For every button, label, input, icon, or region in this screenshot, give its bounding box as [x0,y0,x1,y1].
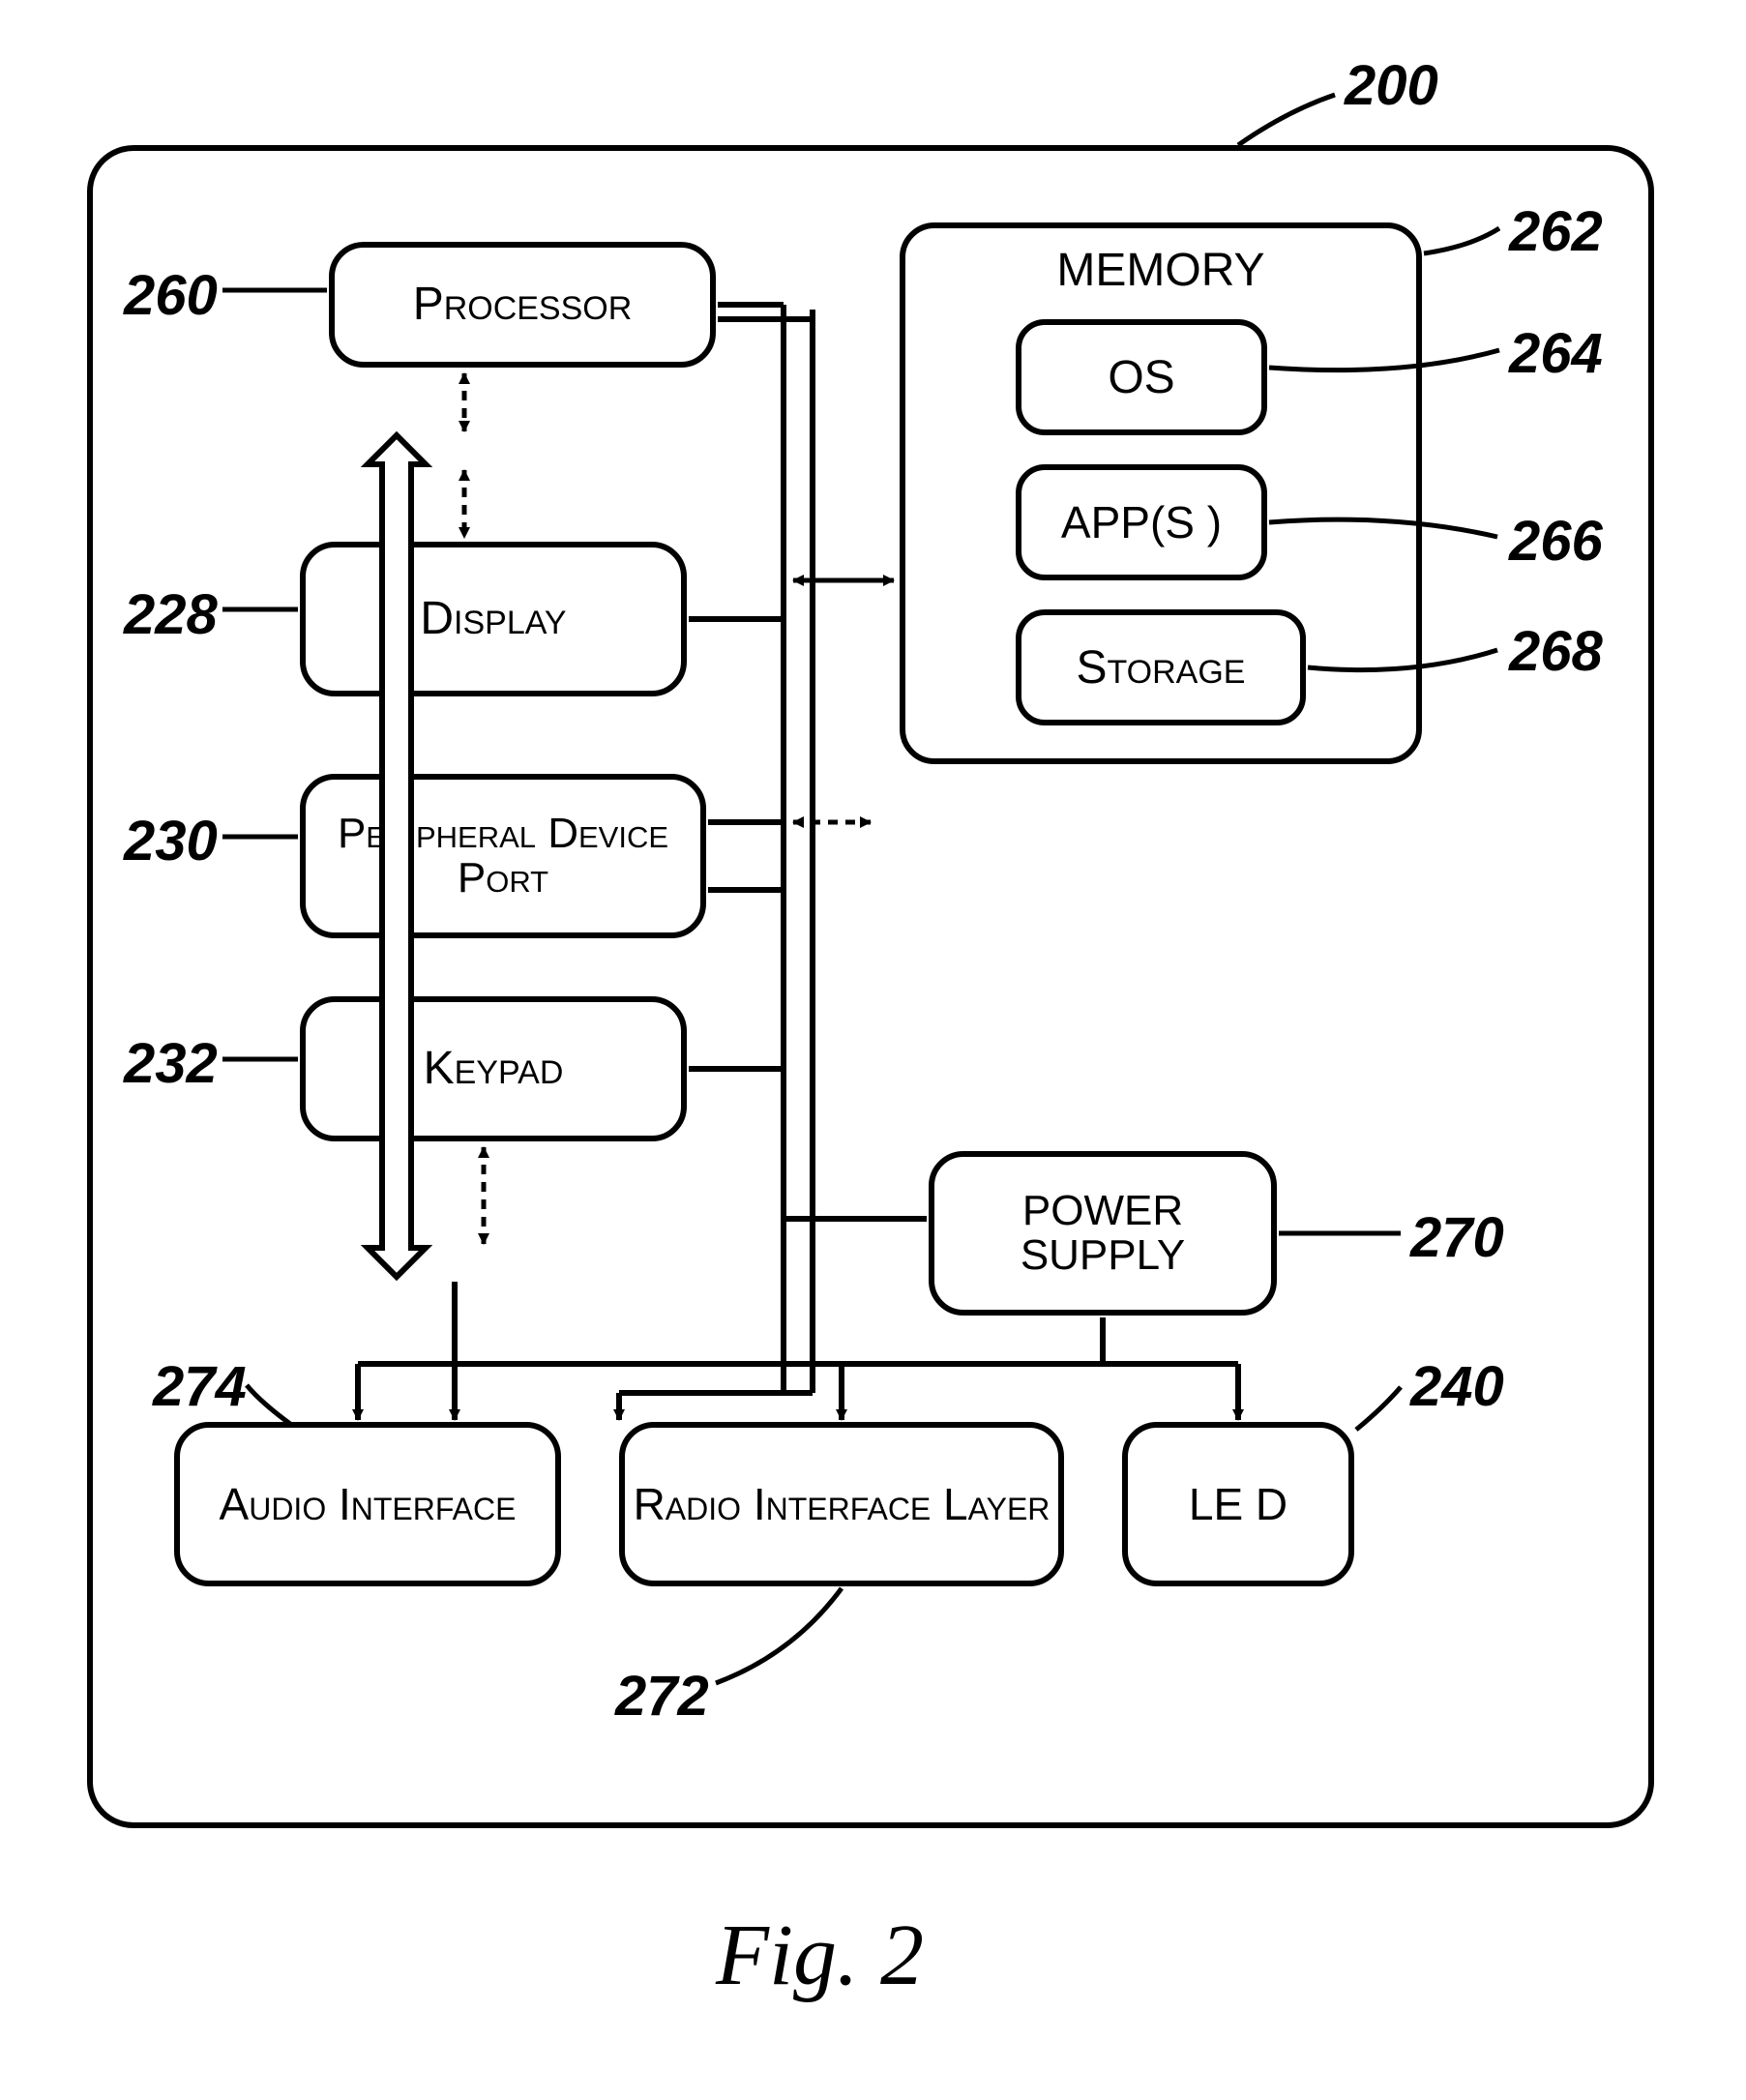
memory-label: MEMORY [1025,244,1296,297]
power-label: POWER SUPPLY [934,1189,1271,1278]
led-block: LE D [1122,1422,1354,1586]
ref-264: 264 [1509,321,1603,386]
figure-canvas: MEMORY OS APP(S ) Storage Processor Disp… [0,0,1746,2100]
display-block: Display [300,542,687,696]
peripheral-label: Peripheral Device Port [306,812,700,901]
ref-260: 260 [124,263,218,328]
power-block: POWER SUPPLY [929,1151,1277,1316]
storage-label: Storage [1077,641,1246,695]
ref-274: 274 [153,1354,247,1419]
figure-caption: Fig. 2 [716,1906,924,2005]
ref-262: 262 [1509,199,1603,264]
keypad-block: Keypad [300,996,687,1141]
storage-block: Storage [1016,609,1306,725]
ref-232: 232 [124,1031,218,1096]
ref-266: 266 [1509,509,1603,574]
ref-240: 240 [1410,1354,1504,1419]
radio-block: Radio Interface Layer [619,1422,1064,1586]
led-label: LE D [1189,1481,1287,1527]
os-label: OS [1108,351,1174,404]
os-block: OS [1016,319,1267,435]
processor-block: Processor [329,242,716,368]
ref-200: 200 [1345,53,1438,118]
processor-label: Processor [413,281,633,329]
keypad-label: Keypad [424,1045,564,1093]
apps-label: APP(S ) [1061,496,1222,548]
ref-228: 228 [124,582,218,647]
ref-230: 230 [124,809,218,873]
display-label: Display [420,595,566,643]
audio-block: Audio Interface [174,1422,561,1586]
ref-268: 268 [1509,619,1603,684]
peripheral-block: Peripheral Device Port [300,774,706,938]
ref-270: 270 [1410,1205,1504,1270]
ref-272: 272 [615,1664,709,1729]
radio-label: Radio Interface Layer [634,1481,1051,1527]
audio-label: Audio Interface [220,1481,517,1527]
apps-block: APP(S ) [1016,464,1267,580]
